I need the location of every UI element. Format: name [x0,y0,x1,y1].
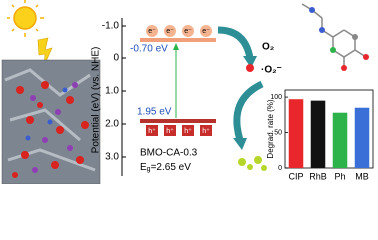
hole: h⁺ [202,128,210,135]
conduction-band [140,38,216,42]
bar [332,112,348,168]
electron: e⁻ [184,28,192,35]
degradation-arrow [233,80,264,142]
sem-image [1,59,101,184]
band-gap-value: =2.65 eV [151,162,192,173]
y-axis-label: Degrad. rate (%) [266,99,275,158]
oxygen-label: O₂ [262,42,274,53]
potential-tick: 3.0 [105,152,119,163]
bar [288,99,304,168]
arrow-head [233,138,247,150]
cb-label: -0.70 eV [130,44,168,55]
band-gap-subscript: g [147,166,151,173]
superoxide-label: ·O₂⁻ [261,65,282,76]
plot-frame [284,89,374,169]
arrow-head [173,43,179,50]
products [238,156,267,171]
radical-dot [246,64,254,72]
hole: h⁺ [184,128,192,135]
y-tick-label: 0 [278,165,282,172]
sun [7,0,44,37]
lightning [37,37,53,67]
potential-ticks [122,25,126,158]
axis-label: Potential (eV) (vs. NHE) [91,47,102,154]
electron: e⁻ [148,28,156,35]
hole: h⁺ [148,128,156,135]
x-tick-label: MB [355,171,369,181]
y-tick-label: 50 [274,129,282,136]
reaction-arrow [217,26,254,59]
band-gap-symbol: E [140,162,147,173]
valence-band [140,119,216,123]
band-gap-label: Eg=2.65 eV [140,162,191,173]
potential-tick: -1.0 [102,21,120,32]
sample-label: BMO-CA-0.3 [140,148,198,159]
x-tick-label: Ph [334,171,345,181]
x-tick-label: RhB [309,171,327,181]
vb-label: 1.95 eV [137,107,172,118]
hole: h⁺ [166,128,174,135]
electrons [146,25,212,37]
molecule [301,3,369,71]
holes [146,125,212,136]
x-tick-label: CIP [288,171,303,181]
y-tick-label: 100 [270,94,282,101]
bar [310,100,326,168]
potential-tick: 0 [113,53,119,64]
graphical-abstract: Potential (eV) (vs. NHE) -1.0 0 1.0 2.0 … [1,0,374,184]
bar [354,107,370,168]
electron: e⁻ [202,28,210,35]
potential-tick: 1.0 [105,86,119,97]
arrow-head [243,56,257,68]
potential-tick: 2.0 [105,119,119,130]
electron: e⁻ [166,28,174,35]
